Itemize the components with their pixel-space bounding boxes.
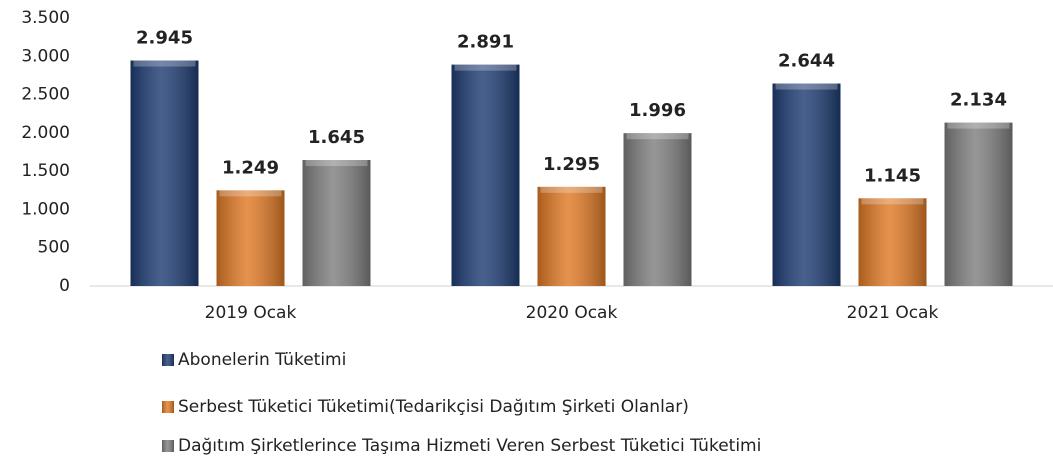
bar-shade	[451, 64, 520, 286]
bar-shade	[216, 190, 285, 286]
legend-swatch-shade	[162, 440, 174, 452]
bar-cap	[133, 60, 196, 67]
bar-shade	[858, 198, 927, 286]
legend-label: Abonelerin Tüketimi	[178, 350, 346, 370]
bar-cap	[454, 64, 517, 71]
value-label: 2.134	[950, 90, 1007, 111]
x-tick-label: 2020 Ocak	[526, 303, 618, 323]
bar-shade	[944, 122, 1013, 286]
legend-swatch-shade	[162, 354, 174, 366]
x-tick-label: 2019 Ocak	[205, 303, 297, 323]
value-label: 1.145	[864, 165, 921, 186]
y-tick-label: 3.500	[21, 8, 70, 28]
legend-label: Serbest Tüketici Tüketimi(Tedarikçisi Da…	[178, 397, 689, 417]
bar-shade	[623, 133, 692, 286]
value-label: 1.645	[308, 127, 365, 148]
y-tick-label: 0	[59, 276, 70, 296]
x-tick-label: 2021 Ocak	[847, 303, 939, 323]
value-label: 2.891	[457, 32, 514, 53]
bar-shade	[537, 186, 606, 286]
bar-cap	[775, 83, 838, 90]
bar-cap	[626, 133, 689, 140]
bar-cap	[305, 160, 368, 167]
value-label: 2.644	[778, 51, 835, 72]
y-tick-label: 1.000	[21, 199, 70, 219]
legend-swatch-shade	[162, 401, 174, 413]
value-label: 1.996	[629, 100, 686, 121]
bar-cap	[219, 190, 282, 197]
bar-shade	[302, 160, 371, 286]
bar-shade	[772, 83, 841, 287]
y-tick-label: 2.000	[21, 123, 70, 143]
y-tick-label: 3.000	[21, 46, 70, 66]
y-tick-label: 1.500	[21, 161, 70, 181]
bar-cap	[540, 186, 603, 193]
y-tick-label: 500	[38, 238, 70, 258]
bar-cap	[861, 198, 924, 205]
value-label: 1.249	[222, 157, 279, 178]
value-label: 2.945	[136, 27, 193, 48]
value-label: 1.295	[543, 154, 600, 175]
bar-shade	[130, 60, 199, 286]
y-tick-label: 2.500	[21, 85, 70, 105]
legend-label: Dağıtım Şirketlerince Taşıma Hizmeti Ver…	[178, 436, 761, 456]
bar-cap	[947, 122, 1010, 129]
